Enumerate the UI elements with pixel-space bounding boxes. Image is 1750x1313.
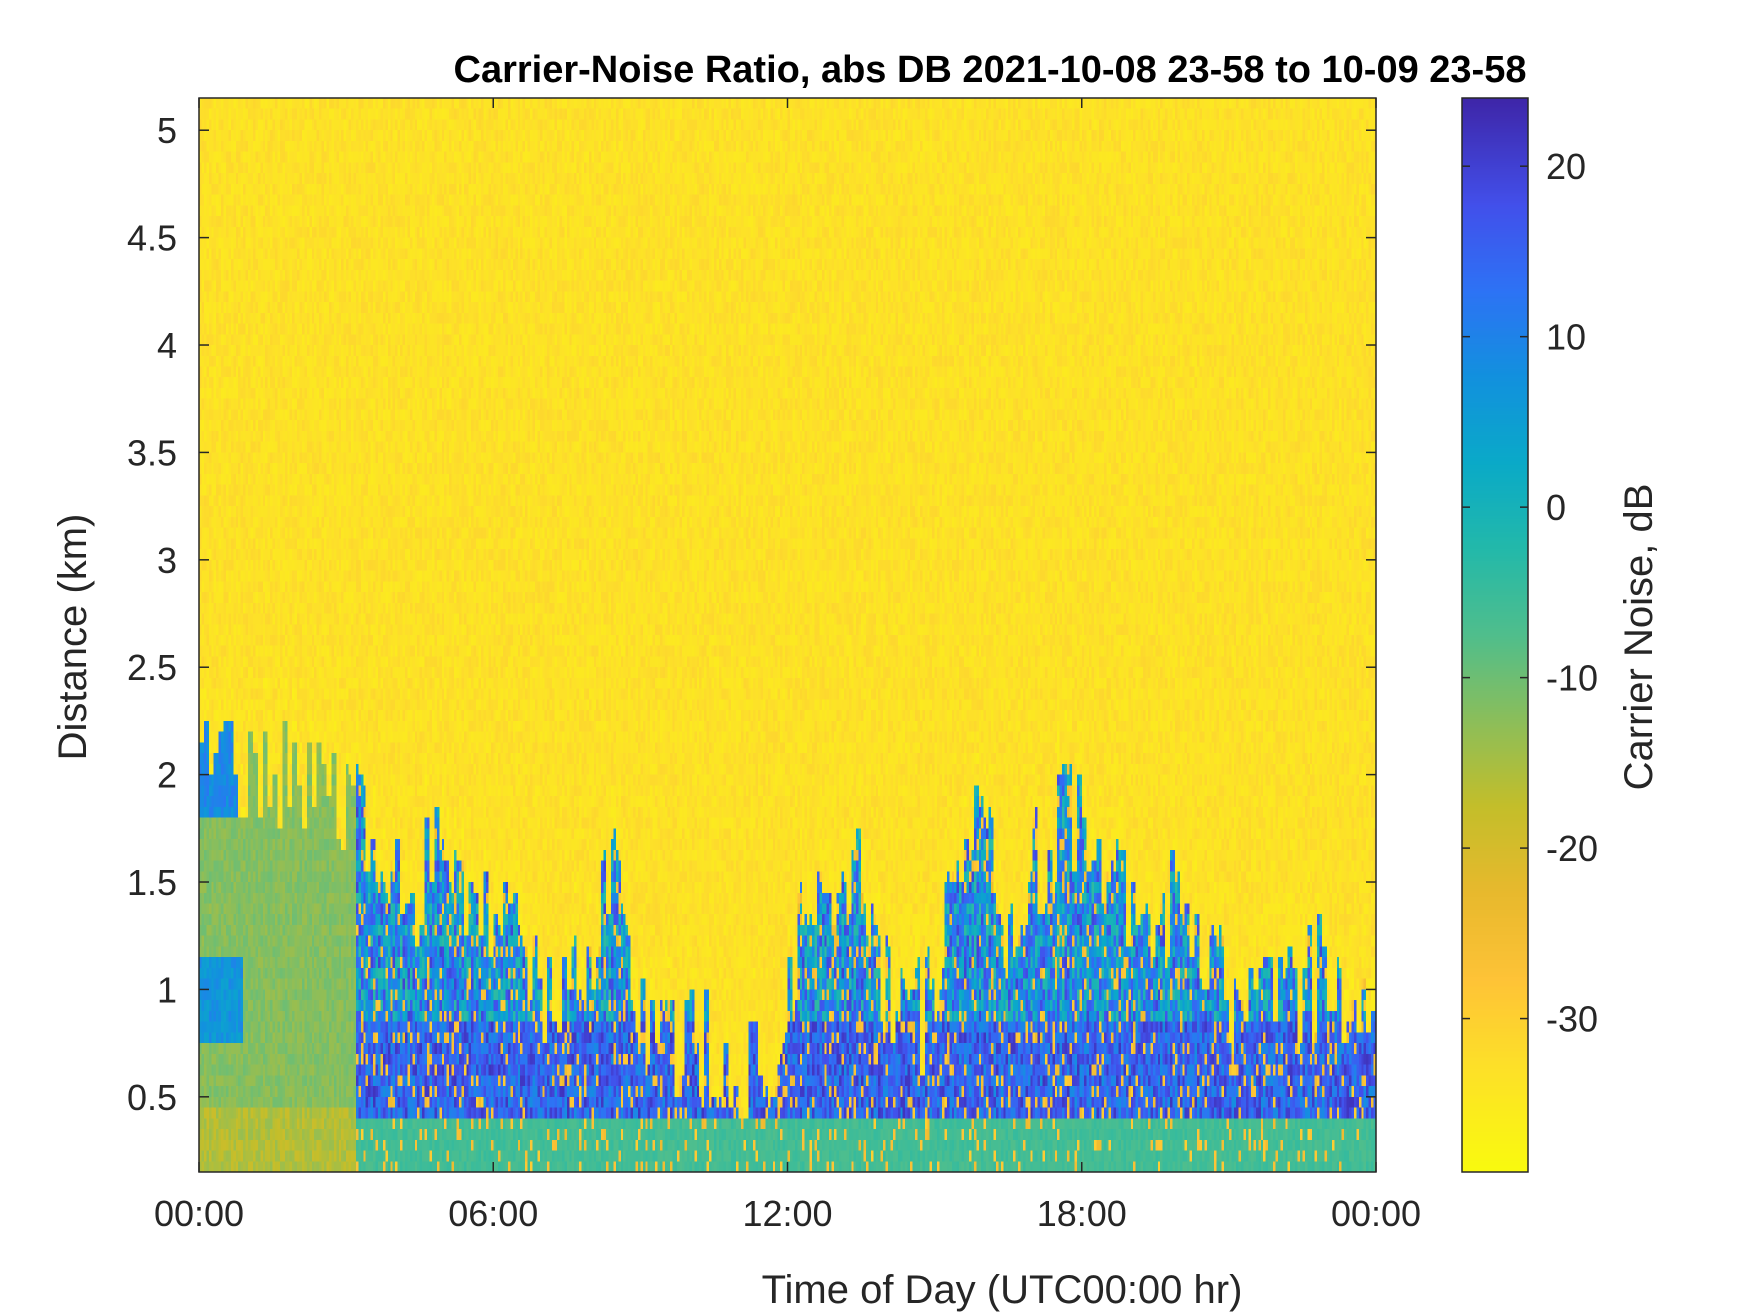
x-tick-label: 18:00 — [1037, 1193, 1127, 1234]
colorbar-tick-label: 10 — [1546, 317, 1586, 358]
colorbar-label: Carrier Noise, dB — [1617, 484, 1661, 791]
x-tick-label: 00:00 — [154, 1193, 244, 1234]
y-tick-label: 2.5 — [127, 647, 177, 688]
colorbar-tick-label: -20 — [1546, 828, 1598, 869]
y-axis: 0.5 1 1.5 2 2.5 3 3.5 4 4.5 5 — [127, 110, 1376, 1118]
y-tick-label: 4 — [157, 325, 177, 366]
x-tick-label: 12:00 — [742, 1193, 832, 1234]
plot-area — [198, 97, 1377, 1173]
x-tick-label: 06:00 — [448, 1193, 538, 1234]
colorbar-gradient — [1462, 98, 1528, 1172]
y-tick-label: 4.5 — [127, 218, 177, 259]
colorbar: 20 10 0 -10 -20 -30 — [1461, 97, 1598, 1173]
x-tick-label: 00:00 — [1331, 1193, 1421, 1234]
colorbar-tick-label: 20 — [1546, 146, 1586, 187]
colorbar-tick-label: -10 — [1546, 658, 1598, 699]
y-tick-label: 3 — [157, 540, 177, 581]
colorbar-tick-label: 0 — [1546, 487, 1566, 528]
y-axis-label: Distance (km) — [51, 514, 95, 761]
x-axis-label: Time of Day (UTC00:00 hr) — [762, 1268, 1243, 1312]
y-tick-label: 1.5 — [127, 862, 177, 903]
colorbar-tick-label: -30 — [1546, 999, 1598, 1040]
colorbar-frame — [1461, 97, 1529, 1173]
heatmap-raster — [199, 98, 1376, 1172]
y-tick-label: 1 — [157, 969, 177, 1010]
y-tick-label: 2 — [157, 755, 177, 796]
y-tick-label: 0.5 — [127, 1077, 177, 1118]
x-axis: 00:00 06:00 12:00 18:00 00:00 — [154, 98, 1421, 1234]
chart-title: Carrier-Noise Ratio, abs DB 2021-10-08 2… — [454, 49, 1527, 91]
y-tick-label: 3.5 — [127, 432, 177, 473]
y-tick-label: 5 — [157, 110, 177, 151]
